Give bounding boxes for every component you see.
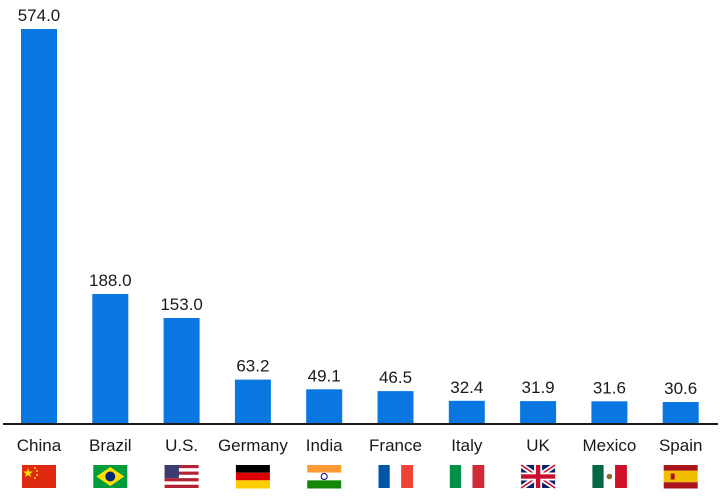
category-label-2: U.S.: [165, 436, 198, 455]
value-label-2: 153.0: [160, 295, 203, 314]
bar-6: [448, 400, 485, 423]
category-label-4: India: [306, 436, 343, 455]
bar-0: [21, 29, 57, 423]
category-label-6: Italy: [451, 436, 483, 455]
category-label-8: Mexico: [582, 436, 636, 455]
bar-5: [377, 391, 414, 423]
category-label-3: Germany: [218, 436, 288, 455]
bar-7: [520, 401, 557, 423]
mexico-flag-icon: [592, 465, 627, 488]
india-flag-icon: [307, 465, 342, 489]
value-label-7: 31.9: [522, 378, 555, 397]
bars-group: [21, 29, 699, 423]
bar-3: [234, 379, 271, 423]
bar-8: [591, 401, 628, 423]
germany-flag-icon: [235, 465, 270, 489]
france-flag-icon: [378, 465, 413, 488]
value-labels-group: 574.0 188.0 153.0 63.2 49.1 46.5 32.4 31.9 31.6 3…: [18, 6, 698, 398]
italy-flag-icon: [449, 465, 485, 488]
value-label-6: 32.4: [450, 378, 483, 397]
bar-2: [163, 318, 200, 423]
us-flag-icon: [164, 465, 199, 488]
value-label-0: 574.0: [18, 6, 61, 25]
flags-group: [22, 462, 698, 491]
china-flag-icon: [22, 465, 56, 488]
spain-flag-icon: [663, 465, 698, 489]
category-labels-group: China Brazil U.S. Germany India France Italy UK…: [17, 436, 703, 455]
bar-1: [92, 294, 129, 423]
value-label-9: 30.6: [664, 379, 697, 398]
uk-flag-icon: [519, 462, 557, 491]
category-label-5: France: [369, 436, 422, 455]
value-label-4: 49.1: [308, 366, 341, 385]
bar-9: [662, 402, 699, 423]
category-label-0: China: [17, 436, 62, 455]
value-label-3: 63.2: [236, 357, 269, 376]
bar-4: [306, 389, 343, 423]
brazil-flag-icon: [93, 465, 128, 488]
category-label-9: Spain: [659, 436, 702, 455]
category-label-1: Brazil: [89, 436, 132, 455]
value-label-1: 188.0: [89, 271, 132, 290]
value-label-8: 31.6: [593, 378, 626, 397]
value-label-5: 46.5: [379, 368, 412, 387]
category-label-7: UK: [526, 436, 550, 455]
